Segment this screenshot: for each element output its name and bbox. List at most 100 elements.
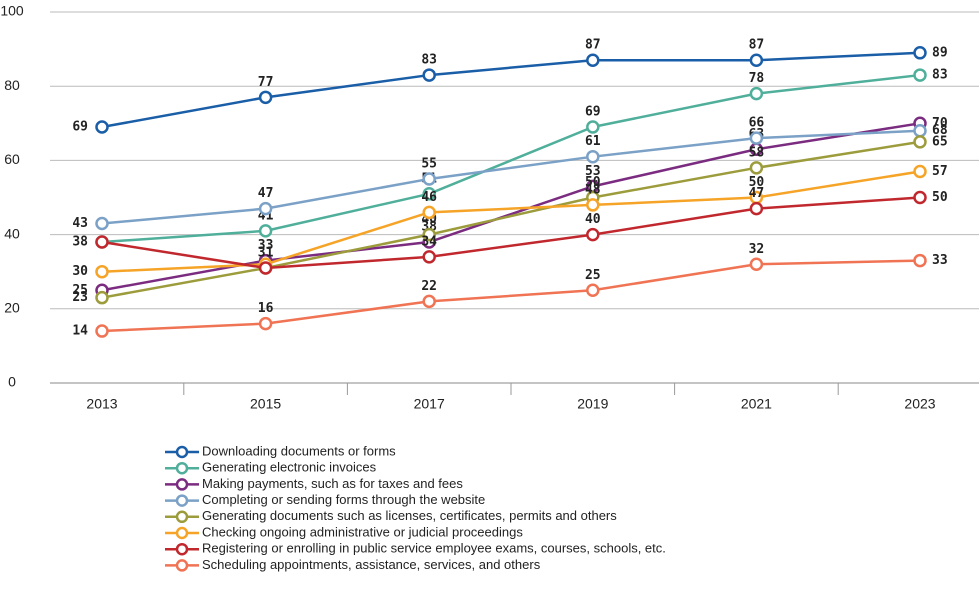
marker xyxy=(422,250,436,264)
series-line xyxy=(101,196,921,270)
data-label: 33 xyxy=(258,238,274,253)
data-label: 83 xyxy=(932,68,948,83)
data-label: 53 xyxy=(585,164,601,179)
data-label: 87 xyxy=(749,38,765,53)
data-label: 23 xyxy=(72,290,88,305)
data-label: 25 xyxy=(585,268,601,283)
data-label: 50 xyxy=(585,175,601,190)
data-label: 58 xyxy=(749,145,765,160)
marker xyxy=(749,86,764,101)
legend-marker xyxy=(175,542,189,556)
marker xyxy=(422,205,436,220)
marker xyxy=(913,46,927,60)
legend-label: Completing or sending forms through the … xyxy=(202,492,485,507)
data-label: 38 xyxy=(72,235,88,250)
data-label: 68 xyxy=(932,123,948,138)
data-label: 47 xyxy=(749,186,765,201)
y-tick-label: 100 xyxy=(0,3,24,19)
legend-marker xyxy=(175,445,189,459)
marker xyxy=(749,257,764,272)
x-tick-label: 2021 xyxy=(741,396,772,412)
legend-marker xyxy=(175,494,189,507)
marker xyxy=(258,316,273,331)
data-label: 89 xyxy=(932,45,948,60)
y-tick-label: 60 xyxy=(4,151,20,167)
data-label: 57 xyxy=(932,164,948,179)
marker xyxy=(749,161,764,175)
marker xyxy=(258,90,273,105)
marker xyxy=(586,53,600,67)
marker xyxy=(95,120,109,134)
legend-label: Scheduling appointments, assistance, ser… xyxy=(202,557,541,572)
marker xyxy=(422,187,436,201)
marker xyxy=(913,68,927,82)
marker xyxy=(913,253,927,268)
marker xyxy=(95,290,109,305)
data-label: 16 xyxy=(258,301,274,316)
marker xyxy=(586,120,600,134)
data-label: 61 xyxy=(585,134,601,149)
marker xyxy=(422,172,436,186)
data-label: 32 xyxy=(749,242,765,257)
data-label: 43 xyxy=(72,216,88,231)
legend-marker xyxy=(175,526,189,540)
legend-marker xyxy=(175,559,189,572)
x-tick-label: 2023 xyxy=(904,396,935,412)
data-label: 47 xyxy=(258,186,274,201)
data-label: 66 xyxy=(749,116,765,131)
data-label: 65 xyxy=(932,134,948,149)
x-tick-label: 2015 xyxy=(250,396,281,412)
marker xyxy=(95,264,109,279)
marker xyxy=(913,135,927,149)
marker xyxy=(422,227,436,242)
marker xyxy=(913,164,927,179)
legend-marker xyxy=(175,461,189,475)
legend-marker xyxy=(175,478,189,491)
y-tick-label: 20 xyxy=(4,300,20,316)
marker xyxy=(913,123,927,138)
marker xyxy=(586,227,600,242)
legend-label: Generating electronic invoices xyxy=(202,460,377,475)
data-label: 30 xyxy=(72,264,88,279)
data-label: 40 xyxy=(585,212,601,227)
data-label: 34 xyxy=(421,234,437,249)
data-label: 14 xyxy=(72,324,88,339)
legend-label: Registering or enrolling in public servi… xyxy=(202,541,666,556)
data-label: 22 xyxy=(421,279,437,294)
y-tick-label: 80 xyxy=(4,77,20,93)
marker xyxy=(749,53,764,67)
legend-label: Generating documents such as licenses, c… xyxy=(202,508,617,523)
data-label: 50 xyxy=(749,175,765,190)
data-label: 33 xyxy=(932,253,948,268)
y-tick-label: 0 xyxy=(8,374,16,390)
marker xyxy=(95,324,109,338)
marker xyxy=(258,224,273,238)
data-label: 55 xyxy=(421,156,437,171)
marker xyxy=(749,131,764,145)
series-line xyxy=(101,129,921,225)
series-line xyxy=(101,170,921,273)
data-label: 69 xyxy=(585,105,601,120)
y-tick-label: 40 xyxy=(4,225,20,241)
marker xyxy=(95,216,109,231)
marker xyxy=(913,190,927,205)
marker xyxy=(586,149,600,164)
data-label: 87 xyxy=(585,38,601,53)
data-label: 50 xyxy=(932,190,948,205)
x-tick-label: 2013 xyxy=(86,396,117,412)
series-line xyxy=(101,51,921,129)
data-label: 31 xyxy=(258,245,274,260)
data-label: 77 xyxy=(258,75,274,90)
data-label: 78 xyxy=(749,71,765,86)
marker xyxy=(258,261,273,275)
marker xyxy=(749,201,764,216)
marker xyxy=(258,201,273,216)
series-line xyxy=(101,73,921,244)
legend-label: Downloading documents or forms xyxy=(202,443,396,458)
legend-marker xyxy=(175,510,189,524)
data-label: 69 xyxy=(72,120,88,135)
data-label: 25 xyxy=(72,283,88,298)
data-label: 46 xyxy=(421,190,437,205)
marker xyxy=(422,294,436,309)
